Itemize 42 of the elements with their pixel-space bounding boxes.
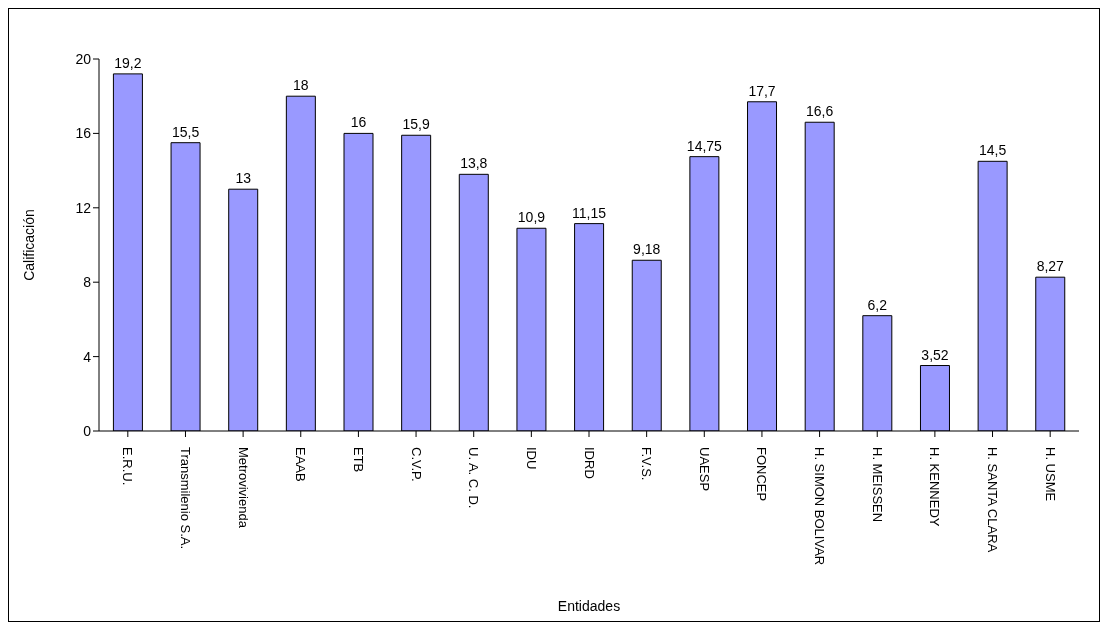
y-tick-label: 0 [83, 422, 92, 439]
data-label: 19,2 [114, 54, 142, 71]
data-label: 16 [350, 114, 367, 131]
x-tick-label: H. SIMON BOLIVAR [812, 447, 828, 566]
data-label: 10,9 [517, 209, 546, 226]
y-tick-label: 12 [75, 199, 92, 216]
x-tick-label: ETB [350, 447, 366, 473]
data-label: 3,52 [921, 346, 949, 363]
data-label: 15,9 [402, 116, 430, 133]
data-label: 16,6 [806, 103, 834, 120]
y-tick-label: 8 [83, 274, 92, 291]
data-label: 13 [235, 170, 252, 187]
x-tick-label: E.R.U. [120, 447, 136, 486]
data-label: 8,27 [1036, 258, 1065, 275]
y-tick-label: 4 [83, 348, 92, 365]
y-axis-title: Calificación [20, 209, 37, 281]
x-tick-label: H. SANTA CLARA [985, 447, 1001, 553]
x-tick-label: IDRD [581, 447, 597, 479]
x-tick-label: UAESP [696, 447, 712, 492]
data-label: 6,2 [867, 296, 888, 313]
data-label: 15,5 [171, 123, 200, 140]
data-label: 17,7 [748, 82, 776, 99]
x-tick-label: Metrovivienda [235, 447, 251, 529]
data-label: 14,5 [978, 142, 1007, 159]
x-tick-label: H. KENNEDY [927, 447, 943, 527]
data-label: 11,15 [572, 204, 607, 221]
x-tick-label: H. MEISSEN [869, 447, 885, 523]
data-label: 18 [293, 77, 309, 94]
x-axis-title: Entidades [557, 598, 621, 614]
x-tick-label: FONCEP [754, 447, 770, 502]
data-label: 14,75 [686, 137, 723, 154]
x-tick-label: C.V.P. [408, 447, 424, 482]
x-tick-label: IDU [523, 447, 539, 470]
data-label: 13,8 [460, 155, 488, 172]
data-label: 9,18 [633, 241, 661, 258]
x-tick-label: H. USME [1042, 447, 1058, 502]
x-tick-label: EAAB [293, 447, 309, 482]
y-tick-label: 16 [75, 125, 92, 142]
x-tick-label: U. A. C. D. [466, 447, 482, 509]
y-tick-label: 20 [75, 50, 92, 67]
x-tick-label: F.V.S. [639, 447, 655, 481]
x-tick-label: Transmilenio S.A. [177, 447, 193, 550]
